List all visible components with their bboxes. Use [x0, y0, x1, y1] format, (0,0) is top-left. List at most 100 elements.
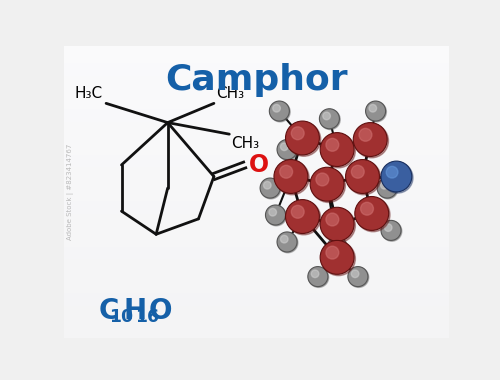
Bar [64, 258, 449, 259]
Bar [64, 63, 449, 65]
Bar [64, 75, 449, 76]
Bar [64, 312, 449, 313]
Circle shape [322, 242, 356, 276]
Bar [64, 122, 449, 123]
Circle shape [266, 206, 286, 226]
Bar [64, 84, 449, 85]
Bar [64, 324, 449, 325]
Circle shape [381, 220, 401, 241]
Circle shape [320, 133, 354, 166]
Bar [64, 142, 449, 144]
Bar [64, 69, 449, 70]
Bar [64, 255, 449, 256]
Bar [64, 236, 449, 237]
Circle shape [384, 224, 392, 231]
Text: CH₃: CH₃ [216, 86, 244, 101]
Bar [64, 182, 449, 183]
Bar [64, 262, 449, 264]
Bar [64, 299, 449, 300]
Bar [64, 70, 449, 72]
Bar [64, 253, 449, 255]
Bar [64, 271, 449, 272]
Circle shape [286, 121, 320, 155]
Circle shape [274, 160, 308, 193]
Bar [64, 322, 449, 324]
Bar [64, 57, 449, 59]
Bar [64, 233, 449, 234]
Bar [64, 158, 449, 160]
Bar [64, 107, 449, 109]
Circle shape [260, 178, 280, 198]
Bar [64, 195, 449, 196]
Bar [64, 193, 449, 195]
Circle shape [381, 161, 412, 192]
Bar [64, 230, 449, 231]
Bar [64, 277, 449, 278]
Bar [64, 123, 449, 125]
Bar [64, 54, 449, 56]
Bar [64, 291, 449, 293]
Bar [64, 215, 449, 217]
Bar [64, 132, 449, 133]
Circle shape [347, 161, 381, 195]
Bar [64, 50, 449, 51]
Bar [64, 154, 449, 155]
Circle shape [277, 139, 297, 160]
Bar [64, 106, 449, 107]
Bar [64, 82, 449, 84]
Bar [64, 187, 449, 189]
Circle shape [278, 233, 298, 253]
Bar [64, 202, 449, 204]
Circle shape [312, 169, 346, 203]
Bar [64, 321, 449, 322]
Bar [64, 73, 449, 75]
Bar [64, 315, 449, 316]
Bar [64, 209, 449, 211]
Bar [64, 120, 449, 122]
Circle shape [354, 124, 388, 158]
Bar [64, 128, 449, 129]
Bar [64, 151, 449, 152]
Bar [64, 103, 449, 104]
Bar [64, 87, 449, 88]
Bar [64, 325, 449, 326]
Bar [64, 157, 449, 158]
Bar [64, 76, 449, 78]
Bar [64, 113, 449, 114]
Bar [64, 250, 449, 252]
Bar [64, 306, 449, 307]
Circle shape [382, 221, 402, 241]
Circle shape [366, 101, 386, 121]
Bar [64, 100, 449, 101]
Circle shape [322, 209, 356, 242]
Bar [64, 147, 449, 148]
Circle shape [380, 181, 388, 189]
Bar [64, 53, 449, 54]
Bar [64, 190, 449, 192]
Bar [64, 205, 449, 207]
Circle shape [359, 128, 372, 141]
Bar [64, 252, 449, 253]
Circle shape [278, 140, 298, 160]
Bar [64, 280, 449, 281]
Circle shape [308, 267, 328, 287]
Bar [64, 314, 449, 315]
Bar [64, 245, 449, 246]
Text: Camphor: Camphor [165, 63, 348, 97]
Bar [64, 249, 449, 250]
Bar [64, 272, 449, 274]
Bar [64, 139, 449, 141]
Circle shape [366, 102, 386, 122]
Bar [64, 269, 449, 271]
Bar [64, 307, 449, 309]
Bar [64, 68, 449, 69]
Circle shape [327, 238, 347, 257]
Bar [64, 266, 449, 268]
Circle shape [316, 173, 329, 186]
Bar [64, 110, 449, 111]
Bar [64, 278, 449, 280]
Bar [64, 247, 449, 249]
Bar [64, 170, 449, 171]
Bar [64, 310, 449, 312]
Circle shape [328, 238, 348, 258]
